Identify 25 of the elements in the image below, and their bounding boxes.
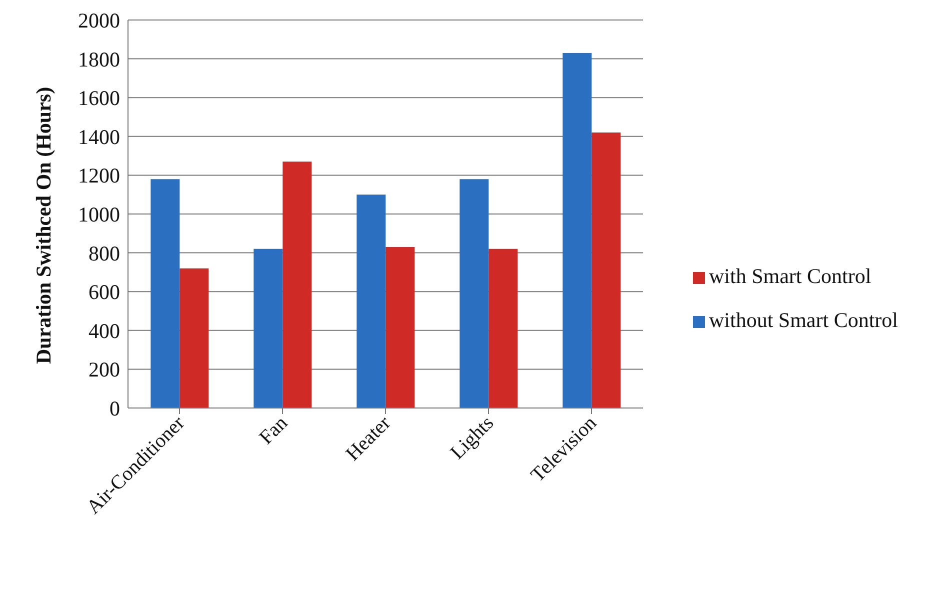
y-tick-label: 1200 [78, 164, 120, 188]
y-tick-label: 800 [88, 241, 120, 266]
bar [386, 246, 415, 408]
bar [150, 179, 180, 408]
bar [488, 248, 518, 408]
bar [282, 162, 312, 408]
bar [356, 194, 386, 408]
bar [180, 268, 209, 408]
y-axis-title: Duration Swithced On (Hours) [31, 86, 56, 364]
y-tick-label: 1600 [78, 86, 120, 110]
x-tick-label: Fan [255, 412, 292, 449]
bar [460, 179, 489, 408]
y-tick-label: 200 [88, 358, 120, 382]
legend-label: without Smart Control [709, 308, 898, 332]
y-tick-label: 0 [110, 396, 120, 420]
legend-label: with Smart Control [709, 264, 872, 288]
y-tick-label: 1000 [78, 202, 120, 226]
bar [562, 52, 592, 408]
y-tick-label: 2000 [78, 8, 120, 32]
y-tick-label: 1800 [78, 47, 120, 72]
y-tick-label: 600 [88, 280, 120, 304]
y-tick-label: 1400 [78, 124, 120, 149]
y-tick-label: 400 [88, 318, 120, 343]
bar [254, 248, 283, 408]
bar [592, 132, 621, 408]
